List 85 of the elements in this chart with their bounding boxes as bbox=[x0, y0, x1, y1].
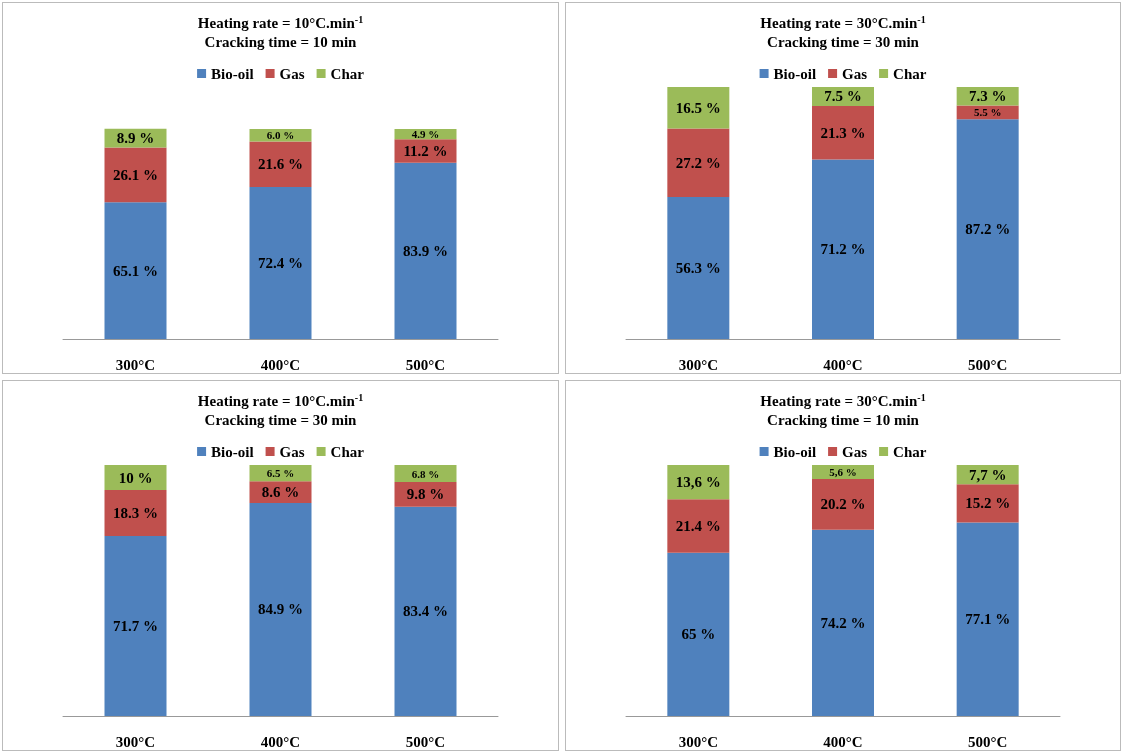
data-label: 21.3 % bbox=[820, 124, 866, 141]
data-label: 11.2 % bbox=[403, 143, 448, 160]
x-tick-label: 300°C bbox=[115, 733, 156, 750]
bar bbox=[104, 490, 167, 537]
legend-label: Bio-oil bbox=[211, 443, 254, 460]
legend-label: Bio-oil bbox=[211, 65, 254, 82]
x-tick-label: 300°C bbox=[115, 356, 156, 373]
chart-subtitle: Cracking time = 10 min bbox=[767, 412, 920, 428]
data-label: 56.3 % bbox=[675, 260, 721, 277]
x-tick-label: 400°C bbox=[260, 733, 301, 750]
legend-label: Gas bbox=[842, 443, 868, 460]
x-tick-label: 400°C bbox=[260, 356, 301, 373]
x-tick-label: 500°C bbox=[967, 733, 1008, 750]
data-label: 27.2 % bbox=[675, 154, 721, 171]
data-label: 26.1 % bbox=[113, 166, 158, 183]
data-label: 71.7 % bbox=[113, 618, 158, 635]
data-label: 6.8 % bbox=[411, 467, 440, 480]
bar bbox=[667, 128, 730, 198]
legend-label: Bio-oil bbox=[773, 65, 817, 82]
bar bbox=[249, 186, 312, 339]
bar bbox=[667, 499, 730, 553]
bar bbox=[956, 119, 1019, 339]
bar bbox=[394, 506, 457, 716]
x-tick-label: 500°C bbox=[405, 733, 446, 750]
bar bbox=[104, 147, 167, 203]
data-label: 72.4 % bbox=[258, 254, 303, 271]
data-label: 65 % bbox=[681, 626, 716, 643]
data-label: 65.1 % bbox=[113, 262, 158, 279]
bar bbox=[812, 105, 874, 160]
data-label: 71.2 % bbox=[820, 241, 866, 258]
bar bbox=[667, 552, 730, 716]
bar bbox=[394, 162, 457, 339]
chart-subtitle: Cracking time = 30 min bbox=[204, 412, 358, 428]
x-tick-label: 400°C bbox=[823, 733, 863, 750]
bar bbox=[667, 197, 730, 339]
bar bbox=[104, 202, 167, 339]
data-label: 8.6 % bbox=[261, 484, 300, 501]
legend-label: Char bbox=[893, 65, 927, 82]
data-label: 83.9 % bbox=[403, 242, 448, 259]
data-label: 4.9 % bbox=[411, 128, 440, 141]
data-label: 5,6 % bbox=[829, 466, 857, 479]
data-label: 83.4 % bbox=[403, 603, 448, 620]
bar bbox=[956, 484, 1019, 523]
data-label: 6.0 % bbox=[266, 129, 295, 142]
data-label: 13,6 % bbox=[675, 474, 721, 491]
data-label: 21.4 % bbox=[675, 517, 721, 534]
bar bbox=[956, 522, 1019, 716]
data-label: 7.3 % bbox=[968, 88, 1007, 105]
data-label: 10 % bbox=[118, 469, 153, 486]
legend-label: Gas bbox=[279, 443, 305, 460]
data-label: 18.3 % bbox=[113, 505, 158, 522]
data-label: 21.6 % bbox=[258, 156, 303, 173]
data-label: 84.9 % bbox=[258, 601, 303, 618]
x-tick-label: 500°C bbox=[967, 356, 1008, 373]
bar bbox=[104, 536, 167, 716]
data-label: 9.8 % bbox=[406, 486, 445, 503]
x-tick-label: 500°C bbox=[405, 356, 446, 373]
legend-label: Char bbox=[330, 65, 365, 82]
data-label: 15.2 % bbox=[965, 495, 1011, 512]
legend-label: Gas bbox=[279, 65, 305, 82]
bar bbox=[812, 159, 874, 339]
data-label: 5.5 % bbox=[973, 106, 1002, 119]
data-label: 20.2 % bbox=[820, 496, 866, 513]
data-label: 16.5 % bbox=[675, 99, 721, 116]
bar bbox=[249, 141, 312, 187]
x-tick-label: 400°C bbox=[823, 356, 863, 373]
bar bbox=[249, 502, 312, 716]
bar bbox=[812, 479, 874, 530]
legend-label: Gas bbox=[842, 65, 868, 82]
chart-subtitle: Cracking time = 10 min bbox=[204, 34, 358, 50]
data-label: 77.1 % bbox=[965, 611, 1011, 628]
chart-subtitle: Cracking time = 30 min bbox=[767, 34, 920, 50]
x-tick-label: 300°C bbox=[678, 733, 719, 750]
data-label: 87.2 % bbox=[965, 221, 1011, 238]
x-tick-label: 300°C bbox=[678, 356, 719, 373]
data-label: 7,7 % bbox=[968, 466, 1007, 483]
data-label: 8.9 % bbox=[116, 130, 155, 147]
legend-label: Char bbox=[330, 443, 365, 460]
bar bbox=[812, 529, 874, 716]
data-label: 6.5 % bbox=[266, 467, 295, 480]
data-label: 74.2 % bbox=[820, 614, 866, 631]
data-label: 7.5 % bbox=[824, 88, 862, 105]
legend-label: Bio-oil bbox=[773, 443, 817, 460]
bar bbox=[667, 87, 730, 129]
legend-label: Char bbox=[893, 443, 927, 460]
